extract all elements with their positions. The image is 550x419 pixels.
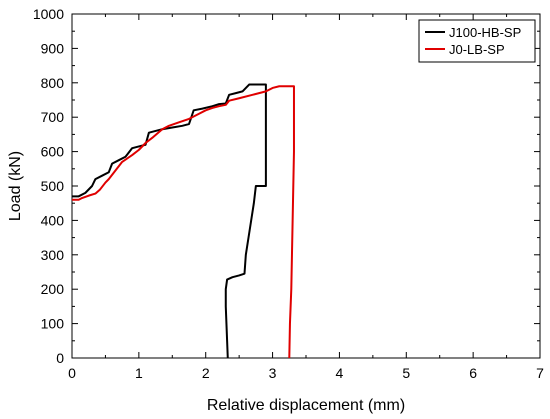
x-tick-label: 3 [269, 365, 277, 381]
legend: J100-HB-SP J0-LB-SP [418, 19, 536, 63]
y-tick-label: 800 [41, 75, 65, 91]
legend-label-j0-lb-sp: J0-LB-SP [449, 42, 505, 57]
y-tick-label: 900 [41, 40, 65, 56]
y-tick-label: 1000 [33, 6, 64, 22]
x-tick-label: 6 [469, 365, 477, 381]
x-tick-label: 7 [536, 365, 544, 381]
x-tick-label: 1 [135, 365, 143, 381]
x-tick-label: 5 [402, 365, 410, 381]
x-axis-title: Relative displacement (mm) [207, 397, 405, 414]
y-tick-label: 100 [41, 316, 65, 332]
y-tick-label: 600 [41, 144, 65, 160]
legend-label-j100-hb-sp: J100-HB-SP [449, 25, 521, 40]
y-tick-label: 0 [56, 350, 64, 366]
y-tick-label: 700 [41, 109, 65, 125]
plot-area [71, 13, 541, 359]
ticks-layer [71, 13, 541, 359]
y-tick-label: 300 [41, 247, 65, 263]
x-tick-label: 4 [336, 365, 344, 381]
series-layer [72, 83, 295, 359]
labels-layer: 0 1 2 3 4 5 6 7 0 100 200 300 400 500 600 700 800 900 1000 [33, 6, 544, 381]
y-tick-label: 500 [41, 178, 65, 194]
series-line-j0-lb-sp [72, 85, 295, 359]
y-axis-title: Load (kN) [7, 151, 24, 221]
plot-frame [71, 13, 541, 359]
y-tick-label: 400 [41, 212, 65, 228]
x-tick-label: 0 [68, 365, 76, 381]
legend-box [418, 19, 536, 63]
y-tick-label: 200 [41, 281, 65, 297]
x-tick-label: 2 [202, 365, 210, 381]
